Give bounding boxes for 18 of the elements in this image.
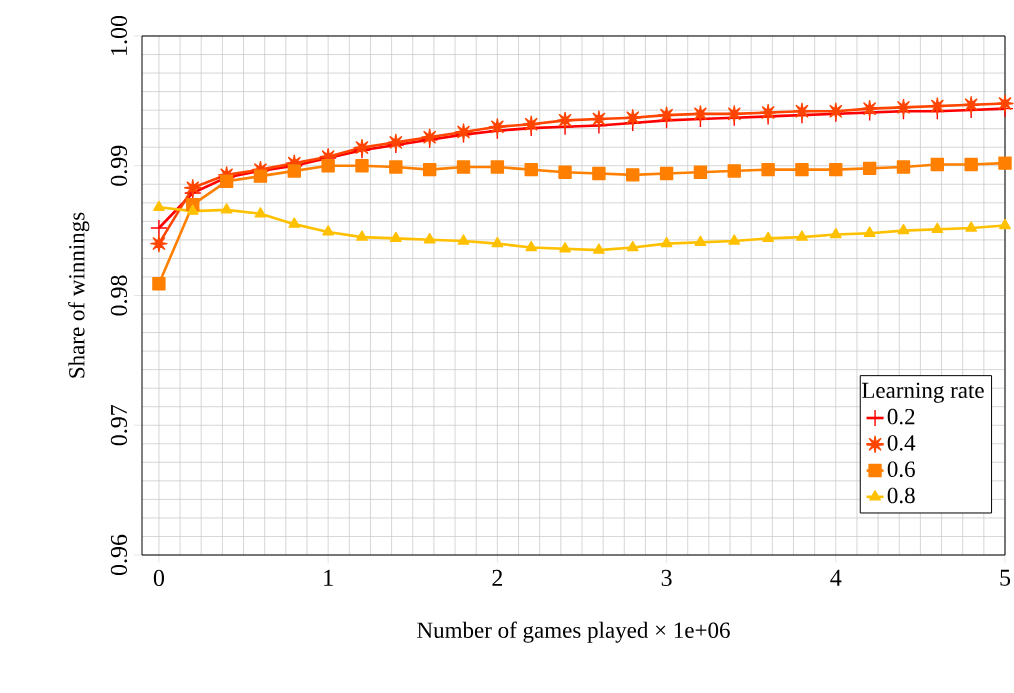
x-axis-title: Number of games played × 1e+06 <box>417 621 730 643</box>
y-tick-label: 0.99 <box>110 145 128 186</box>
legend-label: 0.6 <box>887 461 915 478</box>
y-axis-title: Share of winnings <box>68 212 90 378</box>
legend-label: 0.8 <box>887 487 915 504</box>
legend-label: 0.4 <box>887 435 916 451</box>
x-tick-label: 5 <box>1000 569 1011 586</box>
x-tick-label: 3 <box>661 569 672 586</box>
y-tick-label: 1.00 <box>110 15 128 55</box>
x-tick-label: 2 <box>492 569 503 586</box>
legend-label: 0.2 <box>887 408 915 425</box>
x-tick-label: 1 <box>324 569 333 586</box>
x-tick-label: 0 <box>153 569 165 587</box>
y-tick-label: 0.98 <box>110 275 128 316</box>
x-tick-label: 4 <box>830 569 842 586</box>
y-tick-label: 0.97 <box>110 404 128 446</box>
legend-title: Learning rate <box>862 382 984 403</box>
y-tick-label: 0.96 <box>110 534 128 576</box>
